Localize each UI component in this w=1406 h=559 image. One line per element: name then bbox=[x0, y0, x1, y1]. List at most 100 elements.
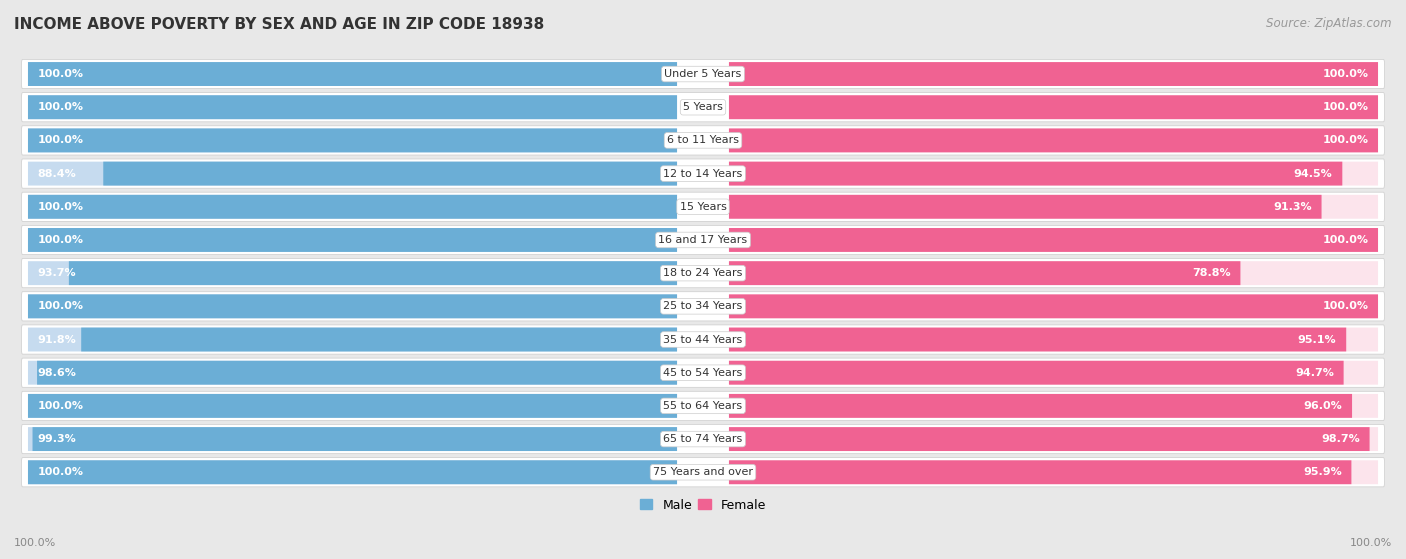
FancyBboxPatch shape bbox=[28, 95, 678, 119]
Text: 75 Years and over: 75 Years and over bbox=[652, 467, 754, 477]
FancyBboxPatch shape bbox=[21, 391, 1385, 420]
Text: Under 5 Years: Under 5 Years bbox=[665, 69, 741, 79]
FancyBboxPatch shape bbox=[28, 162, 678, 186]
Text: 16 and 17 Years: 16 and 17 Years bbox=[658, 235, 748, 245]
FancyBboxPatch shape bbox=[28, 261, 678, 285]
FancyBboxPatch shape bbox=[728, 195, 1322, 219]
Text: 18 to 24 Years: 18 to 24 Years bbox=[664, 268, 742, 278]
FancyBboxPatch shape bbox=[728, 261, 1378, 285]
FancyBboxPatch shape bbox=[28, 295, 678, 318]
FancyBboxPatch shape bbox=[28, 95, 678, 119]
Text: 55 to 64 Years: 55 to 64 Years bbox=[664, 401, 742, 411]
FancyBboxPatch shape bbox=[28, 361, 678, 385]
FancyBboxPatch shape bbox=[32, 427, 678, 451]
Text: 12 to 14 Years: 12 to 14 Years bbox=[664, 169, 742, 178]
Text: 100.0%: 100.0% bbox=[38, 301, 84, 311]
FancyBboxPatch shape bbox=[82, 328, 678, 352]
FancyBboxPatch shape bbox=[28, 328, 678, 352]
Text: 98.6%: 98.6% bbox=[38, 368, 76, 378]
FancyBboxPatch shape bbox=[28, 62, 678, 86]
FancyBboxPatch shape bbox=[728, 62, 1378, 86]
FancyBboxPatch shape bbox=[28, 195, 678, 219]
Text: 78.8%: 78.8% bbox=[1192, 268, 1230, 278]
FancyBboxPatch shape bbox=[28, 129, 678, 153]
FancyBboxPatch shape bbox=[728, 95, 1378, 119]
Text: 100.0%: 100.0% bbox=[1322, 69, 1368, 79]
Text: Source: ZipAtlas.com: Source: ZipAtlas.com bbox=[1267, 17, 1392, 30]
FancyBboxPatch shape bbox=[21, 93, 1385, 122]
Text: 95.9%: 95.9% bbox=[1303, 467, 1341, 477]
FancyBboxPatch shape bbox=[728, 328, 1378, 352]
FancyBboxPatch shape bbox=[21, 192, 1385, 221]
FancyBboxPatch shape bbox=[28, 394, 678, 418]
FancyBboxPatch shape bbox=[21, 159, 1385, 188]
Text: 98.7%: 98.7% bbox=[1322, 434, 1360, 444]
FancyBboxPatch shape bbox=[21, 424, 1385, 454]
Text: 91.3%: 91.3% bbox=[1274, 202, 1312, 212]
FancyBboxPatch shape bbox=[728, 295, 1378, 318]
FancyBboxPatch shape bbox=[69, 261, 678, 285]
Text: 100.0%: 100.0% bbox=[38, 467, 84, 477]
FancyBboxPatch shape bbox=[728, 460, 1378, 484]
FancyBboxPatch shape bbox=[21, 225, 1385, 254]
FancyBboxPatch shape bbox=[28, 129, 678, 153]
Text: 93.7%: 93.7% bbox=[38, 268, 76, 278]
Text: 100.0%: 100.0% bbox=[38, 135, 84, 145]
FancyBboxPatch shape bbox=[37, 361, 678, 385]
Text: 100.0%: 100.0% bbox=[1350, 538, 1392, 548]
Text: 6 to 11 Years: 6 to 11 Years bbox=[666, 135, 740, 145]
FancyBboxPatch shape bbox=[21, 59, 1385, 89]
FancyBboxPatch shape bbox=[728, 162, 1343, 186]
FancyBboxPatch shape bbox=[728, 427, 1369, 451]
Text: 25 to 34 Years: 25 to 34 Years bbox=[664, 301, 742, 311]
FancyBboxPatch shape bbox=[21, 259, 1385, 288]
Text: 100.0%: 100.0% bbox=[1322, 235, 1368, 245]
FancyBboxPatch shape bbox=[728, 261, 1240, 285]
FancyBboxPatch shape bbox=[728, 328, 1346, 352]
FancyBboxPatch shape bbox=[728, 129, 1378, 153]
FancyBboxPatch shape bbox=[728, 228, 1378, 252]
FancyBboxPatch shape bbox=[21, 458, 1385, 487]
Text: 35 to 44 Years: 35 to 44 Years bbox=[664, 334, 742, 344]
FancyBboxPatch shape bbox=[21, 292, 1385, 321]
Text: 94.7%: 94.7% bbox=[1295, 368, 1334, 378]
FancyBboxPatch shape bbox=[28, 394, 678, 418]
FancyBboxPatch shape bbox=[728, 295, 1378, 318]
Text: 100.0%: 100.0% bbox=[38, 401, 84, 411]
Text: 100.0%: 100.0% bbox=[38, 69, 84, 79]
Text: 96.0%: 96.0% bbox=[1303, 401, 1343, 411]
Text: 100.0%: 100.0% bbox=[38, 235, 84, 245]
Text: 45 to 54 Years: 45 to 54 Years bbox=[664, 368, 742, 378]
FancyBboxPatch shape bbox=[28, 460, 678, 484]
Text: 100.0%: 100.0% bbox=[1322, 102, 1368, 112]
FancyBboxPatch shape bbox=[103, 162, 678, 186]
Text: 100.0%: 100.0% bbox=[38, 202, 84, 212]
Text: 15 Years: 15 Years bbox=[679, 202, 727, 212]
FancyBboxPatch shape bbox=[728, 427, 1378, 451]
Text: 94.5%: 94.5% bbox=[1294, 169, 1333, 178]
FancyBboxPatch shape bbox=[21, 126, 1385, 155]
FancyBboxPatch shape bbox=[21, 325, 1385, 354]
Text: 88.4%: 88.4% bbox=[38, 169, 76, 178]
Text: 5 Years: 5 Years bbox=[683, 102, 723, 112]
FancyBboxPatch shape bbox=[28, 228, 678, 252]
FancyBboxPatch shape bbox=[728, 228, 1378, 252]
FancyBboxPatch shape bbox=[28, 228, 678, 252]
FancyBboxPatch shape bbox=[728, 460, 1351, 484]
Text: INCOME ABOVE POVERTY BY SEX AND AGE IN ZIP CODE 18938: INCOME ABOVE POVERTY BY SEX AND AGE IN Z… bbox=[14, 17, 544, 32]
Text: 100.0%: 100.0% bbox=[14, 538, 56, 548]
Text: 100.0%: 100.0% bbox=[1322, 135, 1368, 145]
FancyBboxPatch shape bbox=[728, 394, 1378, 418]
FancyBboxPatch shape bbox=[728, 95, 1378, 119]
FancyBboxPatch shape bbox=[21, 358, 1385, 387]
FancyBboxPatch shape bbox=[28, 427, 678, 451]
Text: 65 to 74 Years: 65 to 74 Years bbox=[664, 434, 742, 444]
Text: 100.0%: 100.0% bbox=[1322, 301, 1368, 311]
FancyBboxPatch shape bbox=[728, 361, 1344, 385]
FancyBboxPatch shape bbox=[728, 394, 1353, 418]
FancyBboxPatch shape bbox=[28, 62, 678, 86]
Text: 91.8%: 91.8% bbox=[38, 334, 76, 344]
FancyBboxPatch shape bbox=[728, 162, 1378, 186]
FancyBboxPatch shape bbox=[28, 460, 678, 484]
Text: 99.3%: 99.3% bbox=[38, 434, 76, 444]
